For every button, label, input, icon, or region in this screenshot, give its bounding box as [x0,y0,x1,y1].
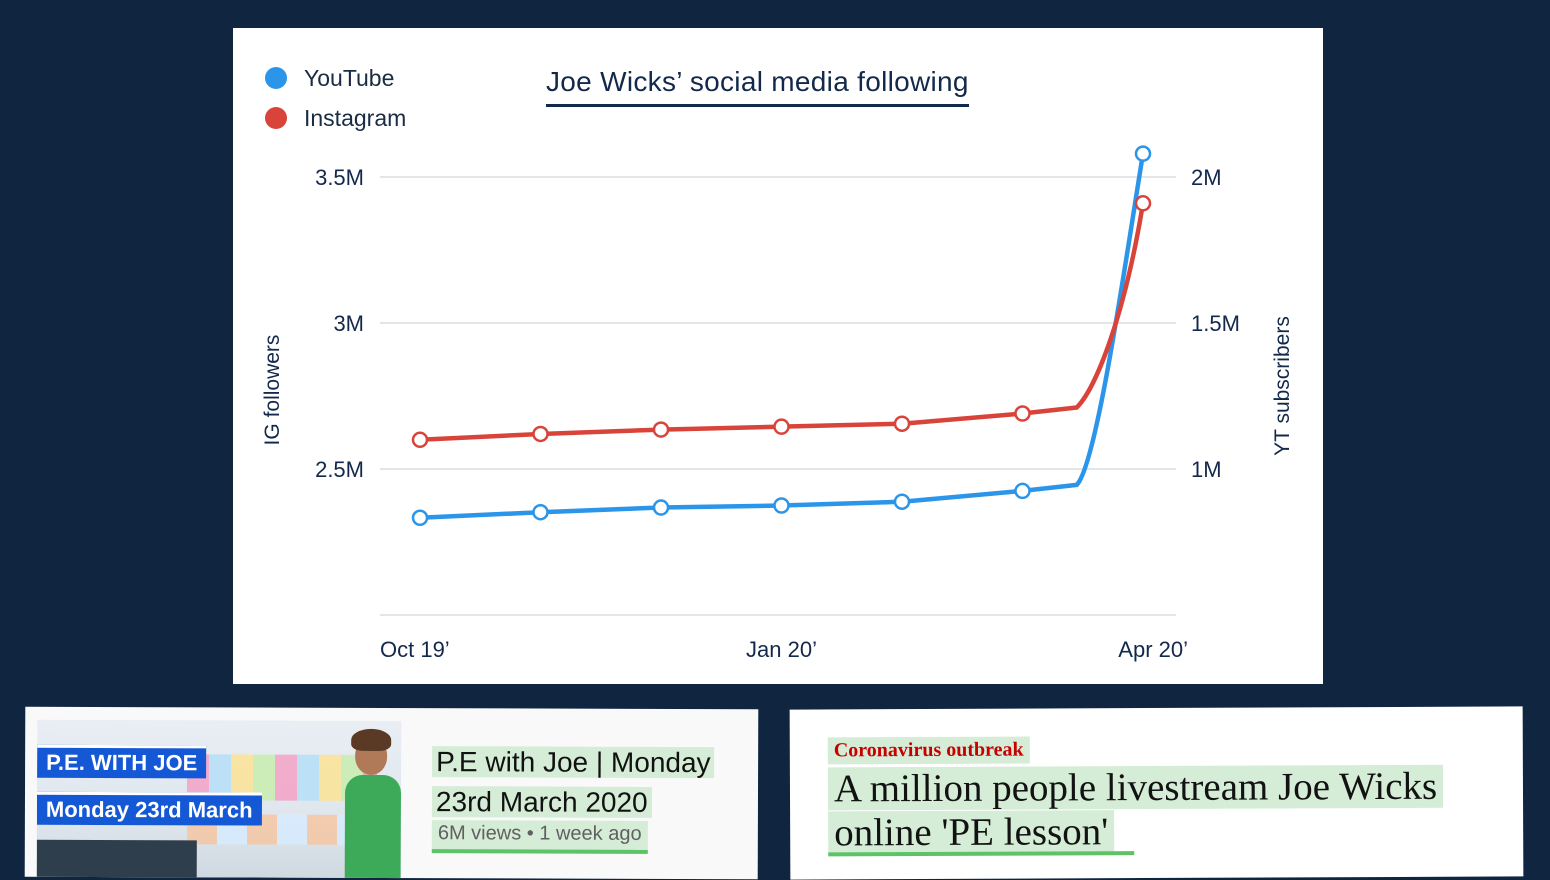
chart-title: Joe Wicks’ social media following [546,66,969,107]
y-axis-left-label: IG followers [261,334,284,446]
data-point-youtube [1014,482,1031,500]
data-point-instagram [411,431,429,449]
data-point-youtube [411,509,429,527]
thumbnail-chair [36,839,197,880]
x-tick-label: Oct 19’ [380,637,450,662]
series-line-instagram [417,201,1146,443]
chart-plot: 2.5M 3M 3.5M 1M 1.5M 2M Oct 19’ Jan 20’ Apr 20’ [315,145,1240,662]
legend-item-instagram: Instagram [265,98,406,138]
y-right-tick-label: 1M [1191,457,1222,482]
thumbnail-tag-date: Monday 23rd March [36,791,262,826]
video-title-line-2: 23rd March 2020 [431,786,652,818]
data-point-instagram [893,415,911,432]
news-headline-line-2: online 'PE lesson' [828,810,1115,855]
news-kicker[interactable]: Coronavirus outbreak [827,736,1030,765]
video-title[interactable]: P.E with Joe | Monday 23rd March 2020 [431,742,715,823]
data-point-instagram [652,421,670,438]
legend-label-instagram: Instagram [304,104,407,131]
data-point-instagram [773,418,790,435]
y-right-tick-label: 2M [1191,165,1222,190]
data-point-youtube [893,493,911,510]
news-headline[interactable]: A million people livestream Joe Wicks on… [827,764,1498,856]
data-point-instagram [1134,195,1152,212]
y-left-tick-label: 3.5M [315,165,364,190]
y-axis-right-label: YT subscribers [1271,316,1294,456]
x-tick-label: Jan 20’ [746,637,817,662]
video-meta: 6M views • 1 week ago [431,820,648,854]
data-point-instagram [1014,405,1031,422]
x-tick-label: Apr 20’ [1118,637,1188,662]
news-headline-card[interactable]: Coronavirus outbreak A million people li… [789,706,1524,880]
legend-swatch-youtube [265,67,287,89]
thumbnail-presenter [344,721,402,880]
y-left-tick-label: 3M [333,311,364,336]
thumbnail-tag-show: P.E. WITH JOE [37,744,207,779]
y-right-tick-label: 1.5M [1191,311,1240,336]
series-line-youtube [417,151,1146,521]
data-point-youtube [773,497,790,514]
news-headline-line-1: A million people livestream Joe Wicks [827,764,1444,811]
video-title-line-1: P.E with Joe | Monday [432,746,715,779]
chart-card: 2.5M 3M 3.5M 1M 1.5M 2M Oct 19’ Jan 20’ Apr 20’ … [233,28,1323,684]
data-point-instagram [532,425,549,443]
news-highlight-underline [828,851,1135,857]
data-point-youtube [1134,145,1152,162]
legend-label-youtube: YouTube [304,64,395,91]
legend-swatch-instagram [265,107,287,129]
data-point-youtube [652,499,670,516]
legend-item-youtube: YouTube [265,58,406,98]
video-thumbnail[interactable]: P.E. WITH JOE Monday 23rd March [36,719,402,880]
youtube-video-card[interactable]: P.E. WITH JOE Monday 23rd March P.E with… [24,706,759,880]
data-point-youtube [532,503,549,521]
y-left-tick-label: 2.5M [315,457,364,482]
chart-legend: YouTube Instagram [265,58,406,138]
